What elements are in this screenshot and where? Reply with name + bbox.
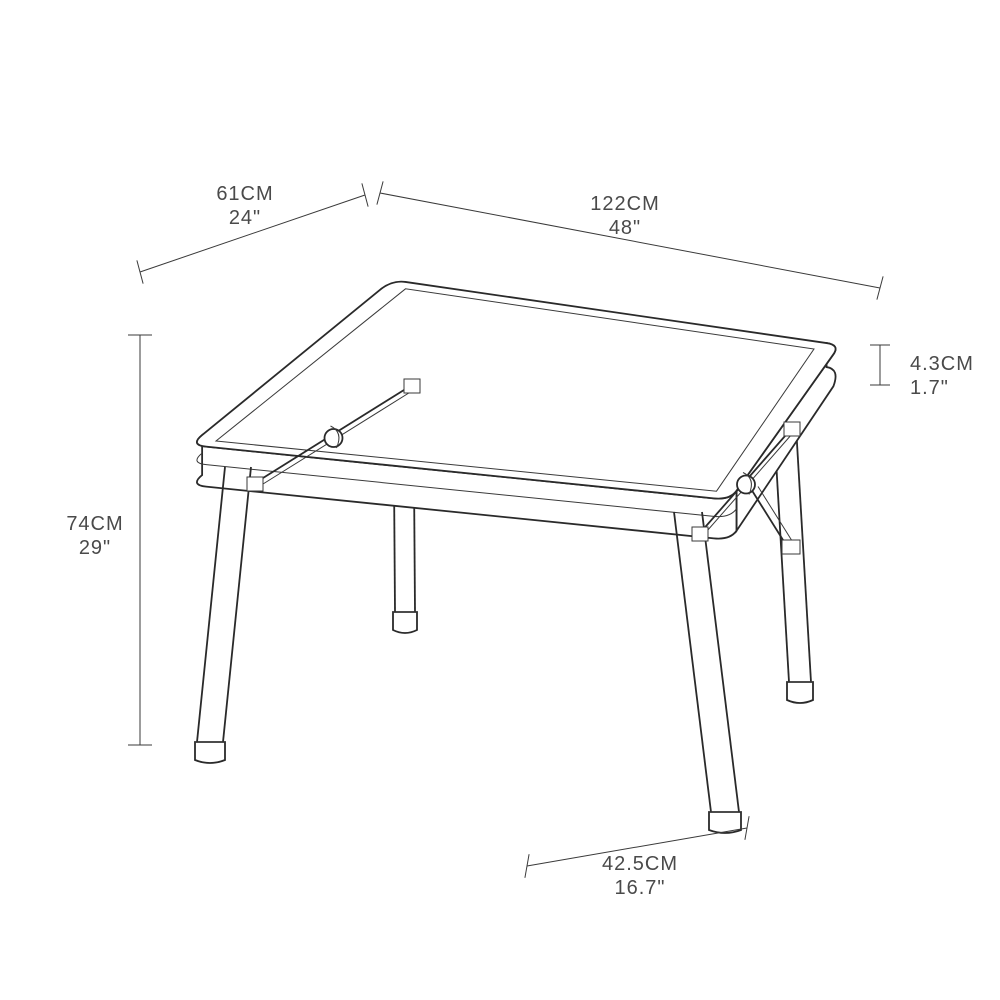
dimension-label: 4.3CM1.7" (910, 353, 974, 399)
dimension-line (128, 335, 152, 745)
table-leg (195, 467, 251, 763)
dimension-diagram: 61CM24" 122CM48" 4.3CM1.7" 74CM29" 42.5CM16.… (0, 0, 1000, 1000)
dimension-line (870, 345, 890, 385)
table-top (197, 282, 836, 539)
dimension-label: 42.5CM16.7" (602, 853, 678, 899)
dimension-label: 122CM48" (590, 193, 659, 239)
dimension-label: 61CM24" (216, 183, 273, 229)
dimension-label: 74CM29" (66, 513, 123, 559)
table-leg (674, 512, 741, 833)
